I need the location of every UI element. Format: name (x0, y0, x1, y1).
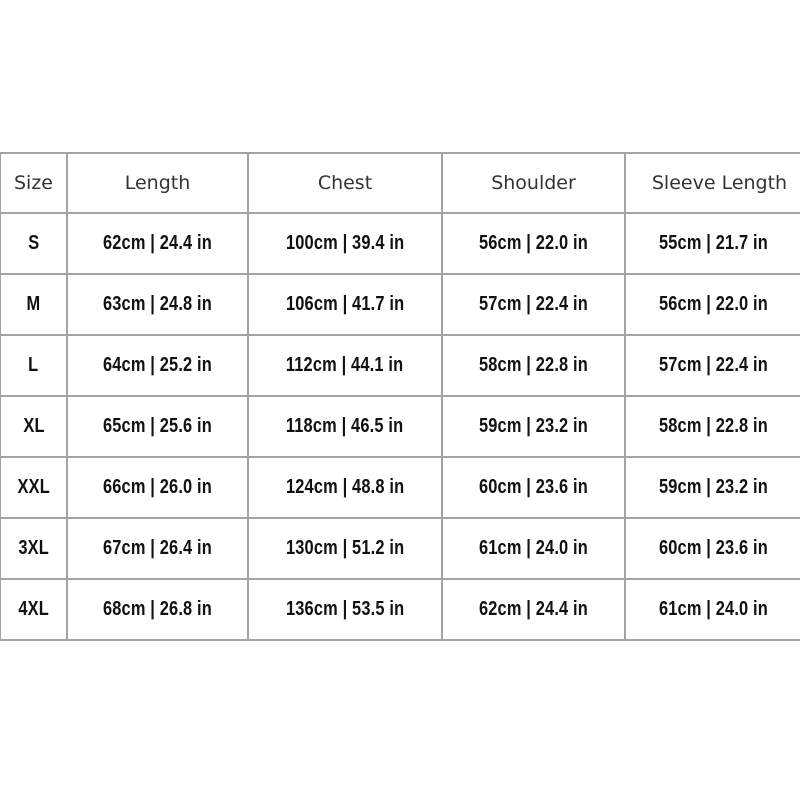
cell-value: XXL (17, 476, 50, 498)
column-header: Sleeve Length (624, 152, 800, 214)
cell-value: 67cm | 26.4 in (102, 537, 212, 559)
measurement-cell: 62cm | 24.4 in (66, 212, 249, 275)
size-cell: S (0, 212, 68, 275)
cell-value: 59cm | 23.2 in (658, 476, 768, 498)
size-cell: 3XL (0, 517, 68, 580)
cell-value: XL (22, 415, 45, 437)
column-header-label: Length (124, 172, 191, 194)
cell-value: 64cm | 25.2 in (102, 354, 212, 376)
cell-value: M (26, 293, 41, 315)
measurement-cell: 56cm | 22.0 in (441, 212, 626, 275)
table-row: XXL 66cm | 26.0 in 124cm | 48.8 in 60cm | 2… (0, 456, 800, 519)
cell-value: 124cm | 48.8 in (285, 476, 405, 498)
table-row: L 64cm | 25.2 in 112cm | 44.1 in 58cm | 22.… (0, 334, 800, 397)
measurement-cell: 64cm | 25.2 in (66, 334, 249, 397)
cell-value: 112cm | 44.1 in (286, 354, 404, 376)
column-header-label: Chest (317, 172, 373, 194)
column-header: Chest (247, 152, 443, 214)
table-body: S 62cm | 24.4 in 100cm | 39.4 in 56cm | 22.… (0, 212, 800, 641)
cell-value: 65cm | 25.6 in (102, 415, 212, 437)
cell-value: 57cm | 22.4 in (478, 293, 588, 315)
measurement-cell: 67cm | 26.4 in (66, 517, 249, 580)
measurement-cell: 62cm | 24.4 in (441, 578, 626, 641)
table-row: XL 65cm | 25.6 in 118cm | 46.5 in 59cm | 23… (0, 395, 800, 458)
cell-value: 56cm | 22.0 in (478, 232, 588, 254)
cell-value: 57cm | 22.4 in (658, 354, 768, 376)
column-header: Length (66, 152, 249, 214)
cell-value: 66cm | 26.0 in (102, 476, 212, 498)
column-header: Size (0, 152, 68, 214)
measurement-cell: 57cm | 22.4 in (441, 273, 626, 336)
cell-value: 136cm | 53.5 in (285, 598, 405, 620)
measurement-cell: 61cm | 24.0 in (624, 578, 800, 641)
cell-value: 118cm | 46.5 in (286, 415, 404, 437)
measurement-cell: 58cm | 22.8 in (441, 334, 626, 397)
measurement-cell: 66cm | 26.0 in (66, 456, 249, 519)
column-header-label: Size (13, 172, 53, 194)
cell-value: 58cm | 22.8 in (478, 354, 588, 376)
cell-value: 60cm | 23.6 in (478, 476, 588, 498)
column-header-label: Shoulder (491, 172, 576, 194)
cell-value: 130cm | 51.2 in (285, 537, 405, 559)
cell-value: 60cm | 23.6 in (658, 537, 768, 559)
measurement-cell: 61cm | 24.0 in (441, 517, 626, 580)
cell-value: L (28, 354, 39, 376)
measurement-cell: 68cm | 26.8 in (66, 578, 249, 641)
size-cell: M (0, 273, 68, 336)
table-row: S 62cm | 24.4 in 100cm | 39.4 in 56cm | 22.… (0, 212, 800, 275)
cell-value: 68cm | 26.8 in (102, 598, 212, 620)
table-row: 3XL 67cm | 26.4 in 130cm | 51.2 in 61cm | 2… (0, 517, 800, 580)
cell-value: 62cm | 24.4 in (102, 232, 212, 254)
cell-value: 61cm | 24.0 in (658, 598, 768, 620)
header-row: Size Length Chest Shoulder Sleeve Length (0, 152, 800, 214)
measurement-cell: 59cm | 23.2 in (624, 456, 800, 519)
cell-value: 59cm | 23.2 in (478, 415, 588, 437)
size-chart-table: Size Length Chest Shoulder Sleeve Length S 62… (0, 152, 800, 641)
cell-value: 56cm | 22.0 in (658, 293, 768, 315)
measurement-cell: 136cm | 53.5 in (247, 578, 443, 641)
measurement-cell: 112cm | 44.1 in (247, 334, 443, 397)
size-cell: L (0, 334, 68, 397)
column-header: Shoulder (441, 152, 626, 214)
table-row: M 63cm | 24.8 in 106cm | 41.7 in 57cm | 22.… (0, 273, 800, 336)
measurement-cell: 63cm | 24.8 in (66, 273, 249, 336)
size-cell: XL (0, 395, 68, 458)
measurement-cell: 58cm | 22.8 in (624, 395, 800, 458)
measurement-cell: 106cm | 41.7 in (247, 273, 443, 336)
cell-value: 3XL (18, 537, 49, 559)
measurement-cell: 60cm | 23.6 in (441, 456, 626, 519)
size-cell: XXL (0, 456, 68, 519)
cell-value: 61cm | 24.0 in (478, 537, 588, 559)
measurement-cell: 100cm | 39.4 in (247, 212, 443, 275)
measurement-cell: 56cm | 22.0 in (624, 273, 800, 336)
size-cell: 4XL (0, 578, 68, 641)
measurement-cell: 118cm | 46.5 in (247, 395, 443, 458)
column-header-label: Sleeve Length (651, 172, 788, 194)
cell-value: 4XL (18, 598, 49, 620)
measurement-cell: 55cm | 21.7 in (624, 212, 800, 275)
cell-value: 58cm | 22.8 in (658, 415, 768, 437)
cell-value: S (27, 232, 40, 254)
cell-value: 55cm | 21.7 in (658, 232, 768, 254)
table-row: 4XL 68cm | 26.8 in 136cm | 53.5 in 62cm | 2… (0, 578, 800, 641)
measurement-cell: 60cm | 23.6 in (624, 517, 800, 580)
measurement-cell: 130cm | 51.2 in (247, 517, 443, 580)
measurement-cell: 59cm | 23.2 in (441, 395, 626, 458)
measurement-cell: 57cm | 22.4 in (624, 334, 800, 397)
cell-value: 62cm | 24.4 in (478, 598, 588, 620)
measurement-cell: 124cm | 48.8 in (247, 456, 443, 519)
cell-value: 63cm | 24.8 in (102, 293, 212, 315)
cell-value: 100cm | 39.4 in (285, 232, 405, 254)
cell-value: 106cm | 41.7 in (285, 293, 405, 315)
measurement-cell: 65cm | 25.6 in (66, 395, 249, 458)
